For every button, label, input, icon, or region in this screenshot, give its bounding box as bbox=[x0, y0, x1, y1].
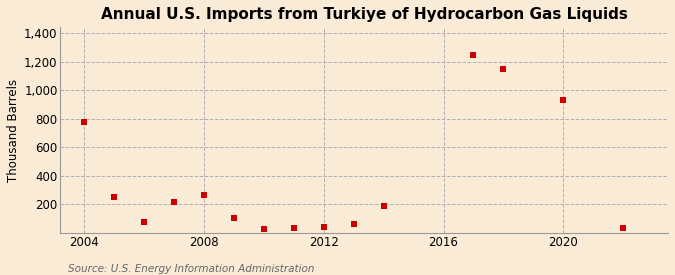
Point bbox=[109, 194, 119, 199]
Point bbox=[79, 119, 90, 124]
Y-axis label: Thousand Barrels: Thousand Barrels bbox=[7, 79, 20, 182]
Point bbox=[618, 226, 628, 230]
Point bbox=[169, 199, 180, 204]
Point bbox=[229, 216, 240, 220]
Point bbox=[558, 98, 568, 102]
Point bbox=[288, 226, 299, 230]
Point bbox=[139, 219, 150, 224]
Point bbox=[468, 53, 479, 57]
Point bbox=[378, 204, 389, 208]
Point bbox=[319, 224, 329, 229]
Text: Source: U.S. Energy Information Administration: Source: U.S. Energy Information Administ… bbox=[68, 264, 314, 274]
Point bbox=[198, 193, 209, 197]
Point bbox=[259, 227, 269, 232]
Point bbox=[348, 222, 359, 226]
Point bbox=[498, 67, 509, 71]
Title: Annual U.S. Imports from Turkiye of Hydrocarbon Gas Liquids: Annual U.S. Imports from Turkiye of Hydr… bbox=[101, 7, 628, 22]
